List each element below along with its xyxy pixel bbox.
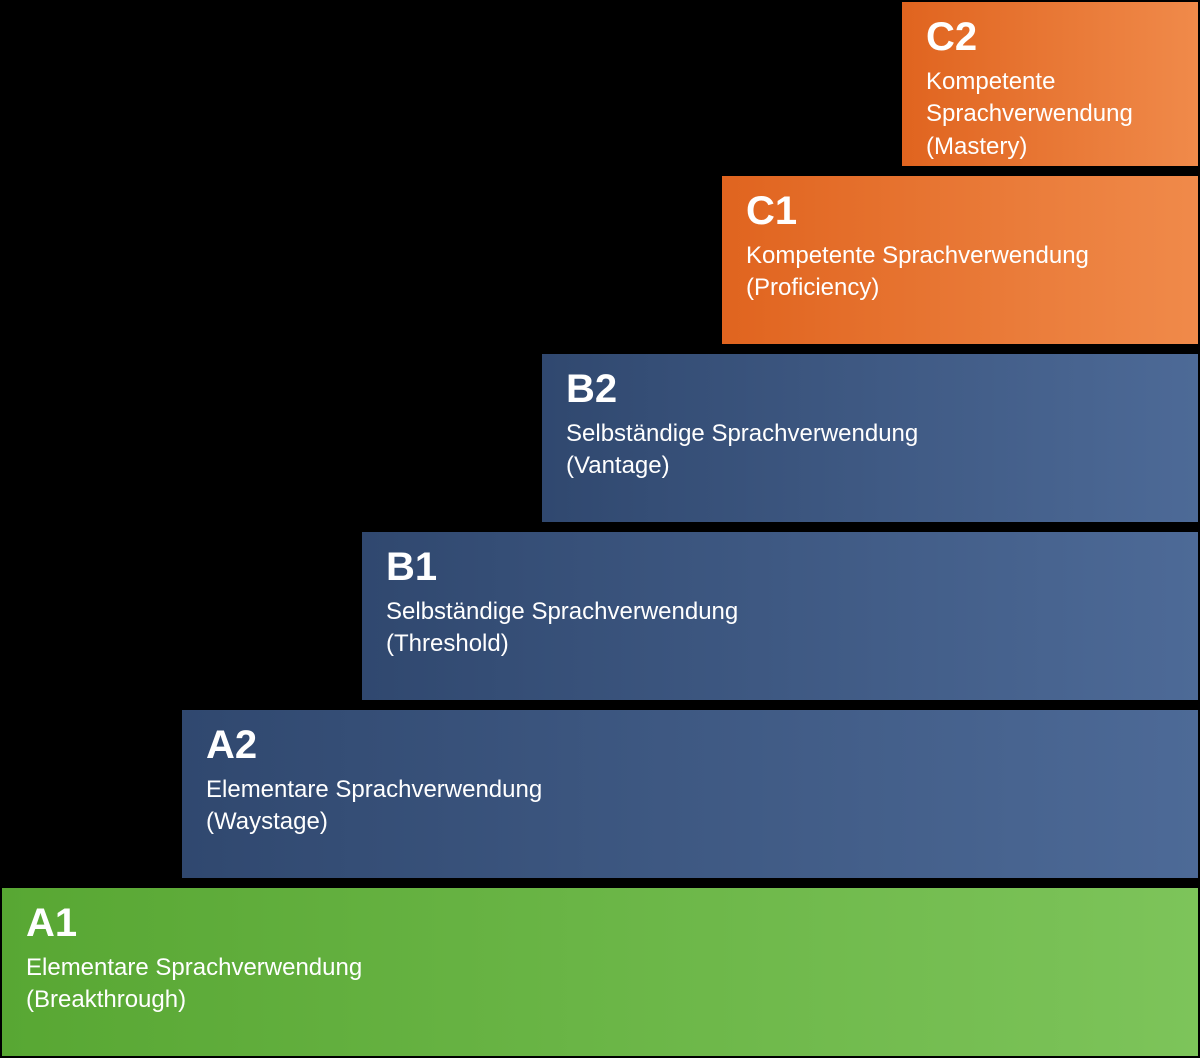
level-code: B1 <box>386 546 1174 588</box>
level-subtitle: (Mastery) <box>926 131 1174 163</box>
level-description: Selbständige Sprachverwendung <box>386 596 1174 628</box>
level-step-a1: A1 Elementare Sprachverwendung (Breakthr… <box>2 888 1198 1056</box>
level-description: Kompetente Sprachverwendung <box>746 240 1174 272</box>
level-subtitle: (Proficiency) <box>746 272 1174 304</box>
level-code: C1 <box>746 190 1174 232</box>
level-subtitle: (Waystage) <box>206 806 1174 838</box>
level-step-c1: C1 Kompetente Sprachverwendung (Proficie… <box>722 176 1198 344</box>
level-code: B2 <box>566 368 1174 410</box>
level-subtitle: (Breakthrough) <box>26 984 1174 1016</box>
level-description: Elementare Sprachverwendung <box>206 774 1174 806</box>
level-step-a2: A2 Elementare Sprachverwendung (Waystage… <box>182 710 1198 878</box>
level-description: Selbständige Sprachverwendung <box>566 418 1174 450</box>
level-step-b2: B2 Selbständige Sprachverwendung (Vantag… <box>542 354 1198 522</box>
level-description: Kompetente Sprachverwendung <box>926 66 1174 131</box>
level-subtitle: (Threshold) <box>386 628 1174 660</box>
level-description: Elementare Sprachverwendung <box>26 952 1174 984</box>
level-code: C2 <box>926 16 1174 58</box>
level-code: A1 <box>26 902 1174 944</box>
level-subtitle: (Vantage) <box>566 450 1174 482</box>
level-step-c2: C2 Kompetente Sprachverwendung (Mastery) <box>902 2 1198 166</box>
level-code: A2 <box>206 724 1174 766</box>
level-step-b1: B1 Selbständige Sprachverwendung (Thresh… <box>362 532 1198 700</box>
cefr-staircase: A1 Elementare Sprachverwendung (Breakthr… <box>0 0 1200 1058</box>
